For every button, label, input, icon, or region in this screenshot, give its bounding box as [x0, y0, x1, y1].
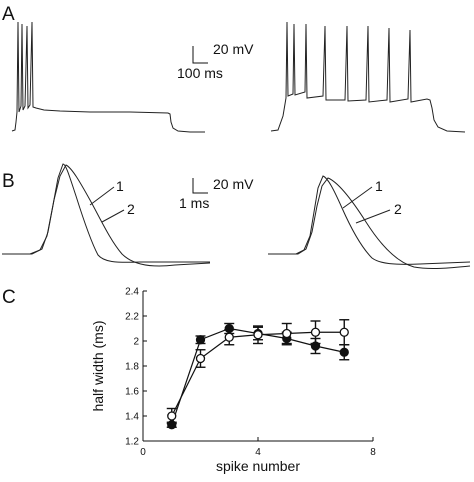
data-point — [167, 411, 177, 421]
panel-b-leader-right-1 — [342, 186, 373, 209]
panel-c-letter: C — [2, 287, 16, 308]
panel-a-trace-right — [270, 21, 466, 133]
panel-b-label-right-2: 2 — [394, 201, 402, 217]
panel-a-letter: A — [2, 4, 15, 25]
panel-b-trace-left-spike-2 — [2, 164, 211, 267]
data-point — [195, 335, 206, 345]
panel-b-label-left-2: 2 — [127, 201, 135, 217]
y-tick-label: 1.4 — [125, 412, 139, 423]
panel-b-trace-right-spike-2 — [268, 177, 471, 270]
x-tick-label: 0 — [140, 447, 146, 458]
data-point — [310, 327, 321, 337]
data-point — [195, 353, 206, 364]
panel-b-scale-bar — [192, 178, 208, 194]
x-tick-label: 4 — [255, 447, 261, 458]
panel-a-trace-left — [11, 21, 205, 133]
panel-b-letter: B — [2, 171, 15, 192]
y-axis-label: half width (ms) — [90, 320, 106, 411]
panel-b-trace-right-spike-1 — [268, 175, 471, 265]
data-point — [339, 347, 349, 357]
panel-b-voltage-scale-label: 20 mV — [213, 176, 254, 192]
panel-c: C 1.2 1.4 1.6 1.8 2 2.2 2.4 0 4 8 spike number ha… — [2, 287, 376, 475]
panel-b-time-scale-label: 1 ms — [179, 195, 209, 211]
panel-b: B 1 2 1 2 20 mV 1 ms — [2, 163, 471, 270]
panel-b-label-right-1: 1 — [375, 178, 383, 194]
data-point — [339, 327, 349, 337]
data-point — [282, 328, 292, 339]
panel-a-scale-bar — [192, 46, 208, 64]
data-point — [224, 332, 234, 342]
panel-b-leader-right-2 — [355, 209, 391, 224]
y-tick-label: 1.2 — [125, 437, 139, 448]
half-width-chart: 1.2 1.4 1.6 1.8 2 2.2 2.4 0 4 8 spike number half… — [90, 287, 376, 475]
x-axis-label: spike number — [216, 458, 300, 474]
x-tick-label: 8 — [370, 447, 376, 458]
series-open-circle — [166, 319, 350, 425]
panel-b-trace-left-spike-1 — [2, 163, 210, 263]
panel-a-voltage-scale-label: 20 mV — [213, 41, 254, 57]
axis-ticks: 1.2 1.4 1.6 1.8 2 2.2 2.4 0 4 8 — [125, 287, 376, 459]
panel-a-time-scale-label: 100 ms — [177, 65, 223, 81]
y-tick-label: 2.4 — [125, 287, 139, 298]
y-tick-label: 1.8 — [125, 362, 139, 373]
panel-b-leader-left-2 — [101, 209, 125, 223]
panel-b-leader-left-1 — [89, 186, 115, 206]
y-tick-label: 1.6 — [125, 387, 139, 398]
data-point — [253, 330, 263, 340]
y-tick-label: 2 — [133, 337, 139, 348]
chart-series — [166, 319, 350, 430]
panel-b-label-left-1: 1 — [116, 178, 124, 194]
panel-a: A 20 mV 100 ms — [2, 4, 466, 133]
y-tick-label: 2.2 — [125, 312, 139, 323]
